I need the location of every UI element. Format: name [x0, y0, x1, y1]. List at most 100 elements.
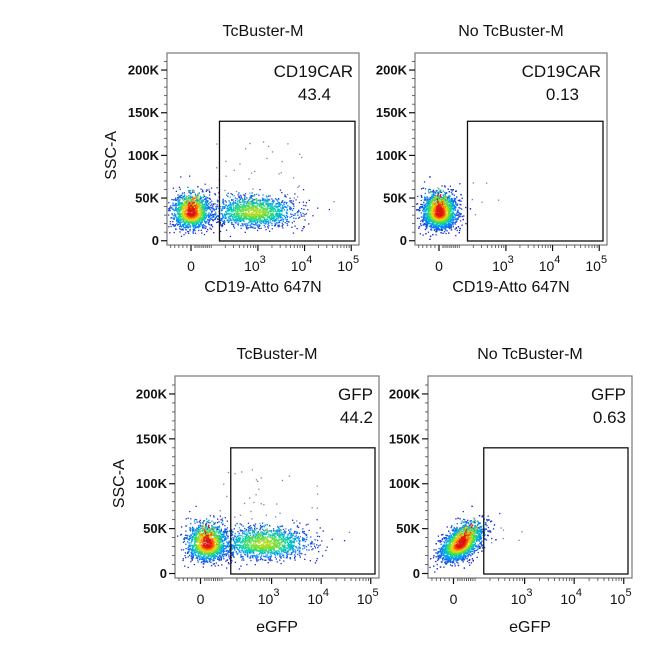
event-dot — [187, 186, 189, 188]
event-dot — [443, 228, 445, 230]
event-dot — [442, 232, 444, 234]
event-dot — [221, 219, 223, 221]
event-dot — [266, 221, 268, 223]
event-dot — [183, 195, 186, 197]
event-dot — [186, 213, 189, 215]
event-dot — [234, 218, 237, 221]
event-dot — [452, 203, 454, 205]
event-dot — [293, 207, 295, 210]
event-dot — [181, 208, 183, 210]
event-dot — [269, 215, 271, 217]
event-dot — [265, 221, 268, 223]
event-dot — [422, 209, 425, 211]
event-dot — [199, 200, 201, 202]
event-dot — [429, 235, 432, 237]
event-dot — [430, 211, 432, 213]
event-dot — [451, 221, 453, 223]
event-dot — [435, 223, 438, 225]
event-dot — [198, 217, 201, 219]
event-dot — [298, 210, 300, 213]
event-dot — [271, 200, 273, 203]
event-dot — [260, 204, 262, 206]
event-dot — [277, 210, 279, 212]
event-dot — [266, 207, 268, 209]
event-dot — [449, 223, 451, 226]
event-dot — [258, 224, 261, 226]
event-dot — [236, 200, 239, 202]
event-dot — [255, 207, 257, 209]
event-dot — [230, 199, 233, 201]
event-dot — [232, 203, 234, 205]
gate-rectangle[interactable] — [218, 120, 356, 242]
event-dot — [441, 223, 443, 225]
event-dot — [183, 209, 185, 211]
event-dot — [209, 224, 211, 226]
event-dot — [278, 201, 280, 204]
event-dot — [265, 198, 267, 200]
event-dot — [179, 218, 182, 220]
event-dot — [294, 214, 296, 216]
event-dot — [186, 230, 189, 233]
event-dot — [217, 191, 220, 194]
event-dot — [420, 206, 423, 209]
event-dot — [259, 215, 261, 217]
event-dot — [194, 200, 196, 202]
event-dot — [175, 199, 177, 201]
event-dot — [276, 221, 278, 224]
event-dot — [197, 207, 199, 209]
event-dot — [262, 210, 264, 212]
event-dot — [185, 206, 187, 208]
event-dot — [435, 192, 437, 194]
event-dot — [241, 219, 243, 221]
event-dot — [257, 204, 259, 206]
event-dot — [430, 191, 432, 193]
event-dot — [178, 204, 181, 206]
event-dot — [197, 219, 199, 221]
event-dot — [302, 189, 305, 191]
event-dot — [208, 197, 211, 200]
event-dot — [429, 199, 431, 202]
event-dot — [283, 201, 286, 203]
event-dot — [190, 192, 192, 194]
event-dot — [268, 215, 271, 217]
event-dot — [426, 199, 428, 201]
event-dot — [215, 213, 217, 215]
event-dot — [440, 232, 442, 234]
event-dot — [181, 197, 183, 200]
event-dot — [459, 203, 461, 206]
event-dot — [230, 204, 232, 206]
event-dot — [424, 199, 426, 201]
event-dot — [437, 187, 439, 189]
event-dot — [450, 223, 452, 225]
panel-title: TcBuster-M — [223, 23, 304, 40]
event-dot — [193, 201, 195, 203]
event-dot — [260, 214, 262, 216]
event-dot — [189, 222, 191, 224]
event-dot — [448, 218, 450, 220]
event-dot — [180, 228, 182, 231]
event-dot — [430, 217, 432, 219]
event-dot — [203, 208, 205, 210]
event-dot — [188, 216, 191, 218]
event-dot — [238, 215, 240, 217]
event-dot — [190, 204, 193, 207]
event-dot — [430, 203, 432, 205]
event-dot — [192, 225, 194, 227]
event-dot — [222, 215, 224, 217]
event-dot — [236, 219, 239, 221]
event-dot — [194, 197, 196, 199]
event-dot — [307, 209, 309, 211]
event-dot — [169, 232, 171, 234]
event-dot — [236, 217, 238, 219]
event-dot — [251, 204, 253, 206]
event-dot — [179, 214, 181, 216]
event-dot — [436, 218, 438, 220]
event-dot — [181, 199, 184, 201]
event-dot — [174, 224, 176, 226]
event-dot — [228, 207, 230, 209]
event-dot — [252, 194, 254, 197]
event-dot — [298, 209, 300, 211]
event-dot — [453, 207, 455, 209]
event-dot — [198, 229, 200, 232]
